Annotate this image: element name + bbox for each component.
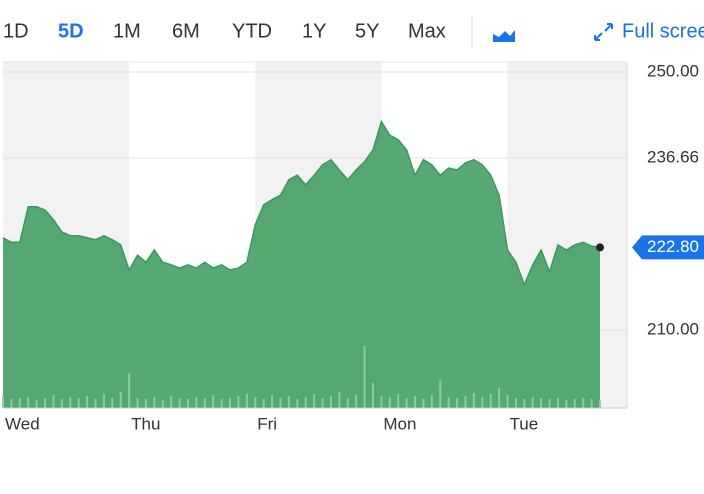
volume-bar xyxy=(161,400,164,408)
fullscreen-icon[interactable] xyxy=(594,23,613,41)
volume-bar xyxy=(481,397,484,408)
volume-bar xyxy=(321,398,324,408)
volume-bar xyxy=(212,395,215,408)
volume-bar xyxy=(178,398,181,408)
volume-bar xyxy=(590,399,593,408)
range-button[interactable]: 5D xyxy=(58,20,84,42)
volume-bar xyxy=(582,398,585,408)
volume-bar xyxy=(287,396,290,408)
volume-bar xyxy=(573,399,576,408)
range-button[interactable]: 1M xyxy=(113,20,141,42)
volume-bar xyxy=(186,399,189,408)
range-button[interactable]: Max xyxy=(408,20,446,42)
volume-bar xyxy=(556,398,559,408)
volume-bar xyxy=(86,396,89,408)
volume-bar xyxy=(119,392,122,408)
volume-bar xyxy=(52,395,55,408)
volume-bar xyxy=(262,399,265,408)
price-flag xyxy=(632,235,704,260)
fullscreen-button[interactable]: Full screen xyxy=(622,20,704,42)
y-tick-label: 236.66 xyxy=(647,148,699,167)
price-flag-label: 222.80 xyxy=(647,237,699,256)
volume-bar xyxy=(77,398,80,408)
volume-bar xyxy=(346,398,349,408)
volume-bar xyxy=(111,398,114,408)
volume-bar xyxy=(245,394,248,408)
volume-bar xyxy=(514,398,517,408)
volume-bar xyxy=(489,394,492,408)
range-button[interactable]: 6M xyxy=(172,20,200,42)
volume-bar xyxy=(397,394,400,408)
x-tick-label: Thu xyxy=(131,414,160,433)
x-tick-label: Fri xyxy=(257,414,277,433)
x-tick-label: Wed xyxy=(5,414,40,433)
volume-bar xyxy=(355,395,358,408)
volume-bar xyxy=(422,399,425,408)
volume-bar xyxy=(153,397,156,408)
volume-bar xyxy=(220,399,223,408)
volume-bar xyxy=(371,383,374,408)
volume-bar xyxy=(472,393,475,408)
volume-bar xyxy=(498,388,501,408)
volume-bar xyxy=(195,397,198,408)
volume-bar xyxy=(60,399,63,408)
volume-bar xyxy=(170,396,173,408)
last-point xyxy=(596,243,604,252)
volume-bar xyxy=(136,398,139,408)
toolbar: Full screen 1D 5D 1M 6M YTD 1Y 5Y Max xyxy=(3,16,704,48)
volume-bar xyxy=(405,398,408,408)
volume-bar xyxy=(254,397,257,408)
volume-bar xyxy=(523,399,526,408)
volume-bar xyxy=(27,397,30,408)
volume-bar xyxy=(35,400,38,408)
volume-bar xyxy=(464,396,467,408)
y-tick-label: 210.00 xyxy=(647,319,699,338)
volume-bar xyxy=(540,398,543,408)
volume-bar xyxy=(10,399,13,408)
volume-bar xyxy=(279,398,282,408)
volume-bar xyxy=(388,397,391,408)
volume-bar xyxy=(44,398,47,408)
volume-bar xyxy=(548,399,551,408)
volume-bar xyxy=(203,398,206,408)
volume-bar xyxy=(414,396,417,408)
price-area xyxy=(3,121,600,408)
volume-bar xyxy=(229,398,232,408)
volume-bar xyxy=(363,346,366,408)
volume-bar xyxy=(296,399,299,408)
volume-bar xyxy=(430,395,433,408)
volume-bar xyxy=(456,398,459,408)
volume-bar xyxy=(271,395,274,408)
volume-bar xyxy=(18,398,21,408)
x-tick-label: Tue xyxy=(510,414,539,433)
volume-bar xyxy=(380,396,383,408)
volume-bar xyxy=(304,397,307,408)
volume-bar xyxy=(102,394,105,408)
chart-type-icon[interactable] xyxy=(493,30,515,42)
range-button[interactable]: YTD xyxy=(232,20,272,42)
range-button[interactable]: 1Y xyxy=(302,20,326,42)
volume-bar xyxy=(439,380,442,408)
volume-bar xyxy=(313,394,316,408)
volume-bar xyxy=(531,397,534,408)
price-line xyxy=(2,119,601,287)
range-button[interactable]: 1D xyxy=(3,20,29,42)
volume-bar xyxy=(329,396,332,408)
range-button[interactable]: 5Y xyxy=(355,20,379,42)
volume-bar xyxy=(94,399,97,408)
volume-bar xyxy=(237,396,240,408)
volume-bar xyxy=(599,400,601,408)
volume-bar xyxy=(2,396,4,408)
volume-bar xyxy=(338,392,341,408)
volume-bar xyxy=(144,399,147,408)
volume-bar xyxy=(447,397,450,408)
x-tick-label: Mon xyxy=(383,414,416,433)
volume-bar xyxy=(506,395,509,408)
y-tick-label: 250.00 xyxy=(647,61,699,80)
volume-bar xyxy=(69,397,72,408)
volume-bar xyxy=(565,400,568,408)
volume-bar xyxy=(128,373,131,408)
